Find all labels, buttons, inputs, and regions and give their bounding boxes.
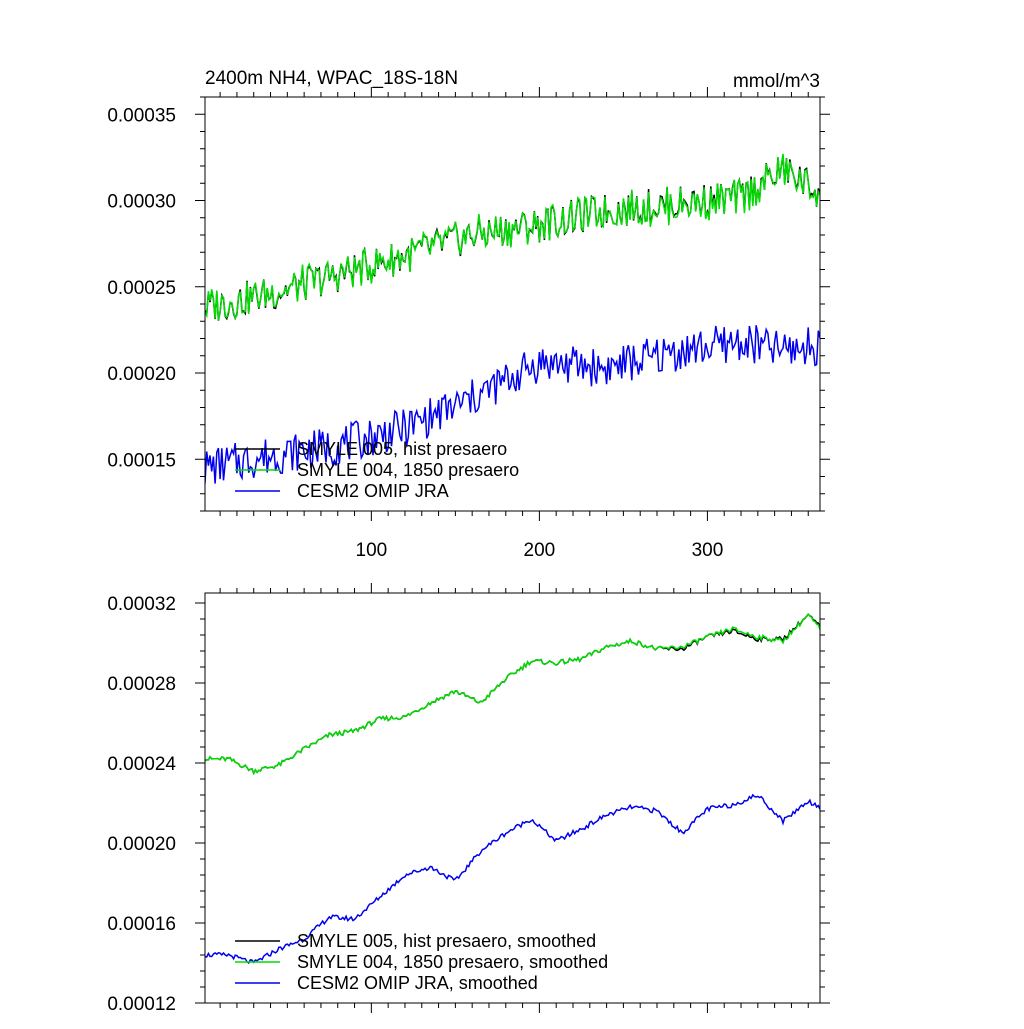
y-tick-label: 0.00035 — [107, 105, 176, 126]
y-tick-label: 0.00020 — [107, 364, 176, 385]
series-line-3 — [205, 793, 820, 965]
y-tick-label: 0.00025 — [107, 278, 176, 299]
y-tick-label: 0.00016 — [107, 914, 176, 935]
legend-label-2: SMYLE 004, 1850 presaero — [297, 460, 519, 480]
legend-label-2: SMYLE 004, 1850 presaero, smoothed — [297, 952, 608, 972]
x-tick-label: 300 — [692, 540, 724, 561]
series-line-3 — [205, 325, 820, 484]
series-line-1 — [205, 613, 820, 776]
series-group — [205, 153, 820, 484]
series-line-2 — [205, 153, 820, 321]
x-tick-label: 100 — [356, 540, 388, 561]
y-tick-label: 0.00024 — [107, 754, 176, 775]
chart-units: mmol/m^3 — [733, 71, 820, 92]
chart-title: 2400m NH4, WPAC_18S-18N — [205, 68, 458, 89]
y-tick-label: 0.00028 — [107, 674, 176, 695]
legend: SMYLE 005, hist presaero, smoothedSMYLE … — [235, 931, 608, 993]
legend-label-1: SMYLE 005, hist presaero — [297, 439, 507, 459]
x-tick-label: 200 — [524, 540, 556, 561]
y-tick-label: 0.00015 — [107, 450, 176, 471]
chart-panel-1: 100 200 300 0.00015 0.00020 0.00025 0.00030 0.0… — [107, 68, 830, 561]
series-group — [205, 612, 820, 965]
y-tick-label: 0.00032 — [107, 594, 176, 615]
y-tick-label: 0.00030 — [107, 192, 176, 213]
y-tick-label: 0.00020 — [107, 834, 176, 855]
y-tick-label: 0.00012 — [107, 994, 176, 1015]
plot-frame — [204, 592, 821, 1004]
legend-label-3: CESM2 OMIP JRA — [297, 481, 449, 501]
series-line-2 — [205, 612, 820, 776]
legend-label-3: CESM2 OMIP JRA, smoothed — [297, 973, 538, 993]
chart-panel-2: 0.00012 0.00016 0.00020 0.00024 0.00028 0.000… — [107, 583, 830, 1015]
legend-label-1: SMYLE 005, hist presaero, smoothed — [297, 931, 596, 951]
